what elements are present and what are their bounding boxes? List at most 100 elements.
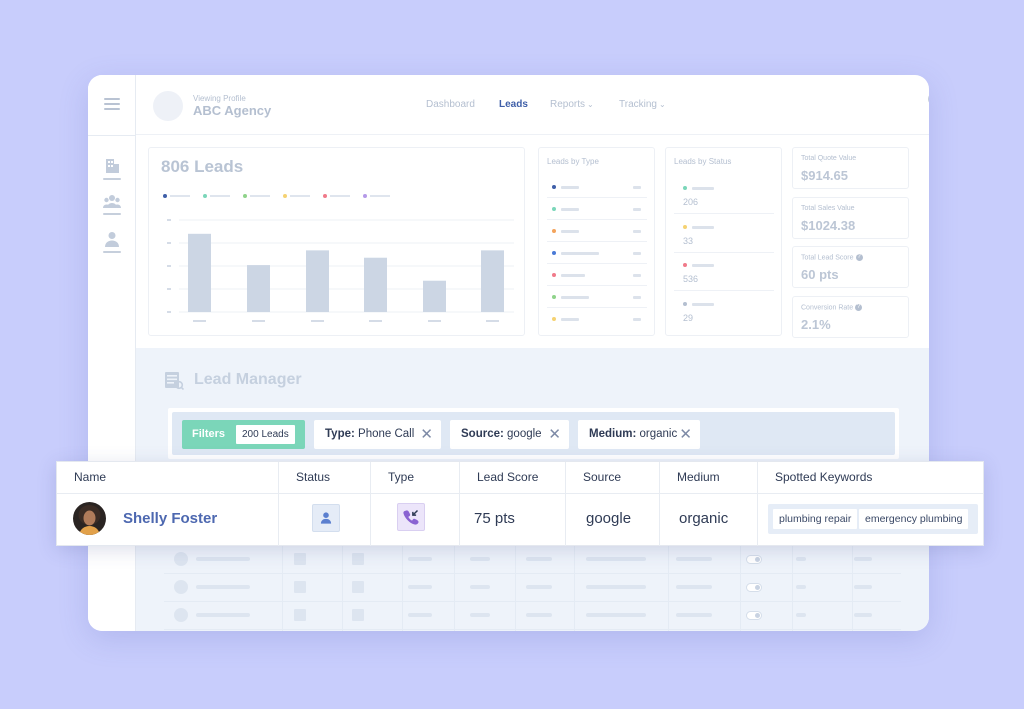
- chart-bar[interactable]: [247, 265, 270, 312]
- column-header-status[interactable]: Status: [279, 462, 371, 493]
- nav-tracking[interactable]: Tracking ⌄: [619, 99, 666, 110]
- kpi-label: Total Sales Value: [801, 205, 855, 212]
- type-row: [547, 176, 647, 198]
- kpi-value: 60 pts: [801, 267, 839, 282]
- type-line: [561, 186, 579, 189]
- table-row[interactable]: [164, 602, 901, 630]
- table-row[interactable]: [164, 630, 901, 631]
- filter-chip-medium[interactable]: Medium: organic ✕: [578, 420, 700, 449]
- agency-name[interactable]: ABC Agency: [193, 103, 272, 118]
- kpi-label: Total Quote Value: [801, 155, 857, 162]
- medium-value: organic: [679, 510, 729, 527]
- building-icon[interactable]: [103, 157, 121, 180]
- kpi-value: $1024.38: [801, 218, 856, 233]
- type-count: [633, 230, 641, 233]
- team-icon[interactable]: [103, 192, 121, 215]
- person-status-icon[interactable]: [312, 504, 340, 532]
- chart-bar[interactable]: [364, 257, 387, 312]
- placeholder-cell: [352, 553, 364, 565]
- chart-bar[interactable]: [306, 250, 329, 312]
- type-row: [547, 220, 647, 242]
- placeholder-cell: [854, 585, 872, 589]
- type-line: [561, 252, 599, 255]
- placeholder-cell: [174, 580, 188, 594]
- close-icon[interactable]: ✕: [679, 426, 692, 443]
- column-divider: [792, 602, 793, 629]
- column-divider: [668, 602, 669, 629]
- chart-bar[interactable]: [188, 233, 211, 312]
- close-icon[interactable]: ✕: [420, 426, 433, 443]
- chart-bar[interactable]: [481, 250, 504, 312]
- leads-by-type-card: Leads by Type: [538, 147, 655, 336]
- hamburger-menu-icon[interactable]: [104, 98, 120, 110]
- column-divider: [282, 546, 283, 573]
- column-divider: [792, 574, 793, 601]
- incoming-call-icon[interactable]: [397, 503, 425, 531]
- column-divider: [574, 602, 575, 629]
- sidebar-divider: [88, 135, 136, 136]
- close-icon[interactable]: ✕: [548, 426, 561, 443]
- filter-chip-type[interactable]: Type: Phone Call ✕: [314, 420, 441, 449]
- placeholder-cell: [796, 585, 806, 589]
- column-divider: [574, 630, 575, 631]
- column-divider: [740, 630, 741, 631]
- placeholder-cell: [352, 609, 364, 621]
- legend-line: [330, 195, 350, 197]
- column-divider: [402, 574, 403, 601]
- keywords-box: plumbing repair emergency plumbing: [768, 504, 978, 534]
- x-tick-label: [193, 320, 206, 322]
- legend-dot: [323, 194, 327, 198]
- column-divider: [402, 546, 403, 573]
- user-account-icon[interactable]: [928, 91, 929, 107]
- type-count: [633, 208, 641, 211]
- chart-bar[interactable]: [423, 280, 446, 312]
- help-icon[interactable]: ?: [855, 254, 863, 261]
- status-value: 206: [683, 197, 699, 207]
- chevron-down-icon: ⌄: [587, 100, 594, 109]
- table-row[interactable]: [164, 574, 901, 602]
- filter-chip-source[interactable]: Source: google ✕: [450, 420, 569, 449]
- leads-table-highlight: Name Status Type Lead Score Source Mediu…: [56, 461, 984, 546]
- column-divider: [574, 574, 575, 601]
- toggle-switch[interactable]: [746, 555, 762, 564]
- toggle-switch[interactable]: [746, 611, 762, 620]
- nav-reports[interactable]: Reports ⌄: [550, 99, 594, 110]
- keyword-tag[interactable]: plumbing repair: [773, 509, 858, 529]
- x-tick-label: [252, 320, 265, 322]
- column-header-type[interactable]: Type: [371, 462, 460, 493]
- y-tick: [167, 311, 171, 313]
- cell-name[interactable]: Shelly Foster: [57, 494, 279, 546]
- filters-button[interactable]: Filters 200 Leads: [182, 420, 305, 449]
- profile-avatar[interactable]: [153, 91, 183, 121]
- column-divider: [515, 602, 516, 629]
- lead-name[interactable]: Shelly Foster: [123, 510, 218, 527]
- help-icon[interactable]: ?: [855, 304, 863, 311]
- column-divider: [515, 630, 516, 631]
- toggle-switch[interactable]: [746, 583, 762, 592]
- column-divider: [852, 574, 853, 601]
- column-divider: [282, 574, 283, 601]
- column-header-name[interactable]: Name: [57, 462, 279, 493]
- placeholder-cell: [294, 553, 306, 565]
- type-line: [561, 274, 585, 277]
- nav-dashboard[interactable]: Dashboard: [426, 99, 475, 110]
- table-row[interactable]: [164, 546, 901, 574]
- column-header-medium[interactable]: Medium: [660, 462, 758, 493]
- column-header-lead-score[interactable]: Lead Score: [460, 462, 566, 493]
- column-divider: [740, 546, 741, 573]
- legend-item: [243, 194, 270, 198]
- column-header-source[interactable]: Source: [566, 462, 660, 493]
- cell-medium: organic: [660, 494, 758, 546]
- legend-line: [290, 195, 310, 197]
- column-divider: [454, 630, 455, 631]
- placeholder-cell: [174, 552, 188, 566]
- person-icon[interactable]: [103, 230, 121, 253]
- column-header-spotted-keywords[interactable]: Spotted Keywords: [775, 470, 873, 484]
- column-divider: [574, 546, 575, 573]
- legend-item: [363, 194, 390, 198]
- source-value: google: [586, 510, 632, 527]
- chip-key: Medium:: [589, 428, 637, 440]
- cell-source: google: [566, 494, 660, 546]
- keyword-tag[interactable]: emergency plumbing: [859, 509, 969, 529]
- nav-leads[interactable]: Leads: [499, 99, 528, 110]
